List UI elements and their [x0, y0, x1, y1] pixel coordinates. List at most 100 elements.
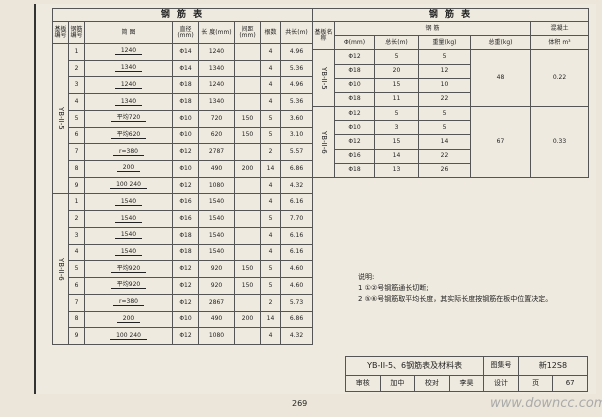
header-row: Φ(mm) 总长(m) 重量(kg) 总重(kg) 体积 m³ — [313, 35, 590, 51]
table-cell: 8 — [68, 160, 85, 178]
review-row: 审核 加中 校对 李昊 设计页 67 — [345, 374, 588, 393]
table-cell: 4 — [260, 243, 281, 262]
table-cell: 5 — [260, 260, 281, 279]
table-cell: 490 — [198, 160, 235, 178]
review-cell: 67 — [552, 374, 588, 393]
table-cell: 150 — [234, 260, 261, 279]
table-cell: 4 — [260, 59, 281, 78]
table-cell: 20 — [374, 63, 419, 79]
sketch: 100 240 — [110, 182, 147, 190]
table-row: YB-II-5 Φ12 5 5 48 0.22 — [312, 49, 590, 108]
table-row: 7 r=380 Φ12 2867 2 5.73 — [53, 293, 314, 312]
table-row: 6 平均920 Φ12 920 150 5 4.60 — [53, 277, 314, 295]
table-cell: 5.73 — [279, 293, 314, 312]
table-cell: 4 — [260, 327, 281, 345]
title-block: YB-II-5、6钢筋表及材料表 图集号 新12S8 审核 加中 校对 李昊 设计页 67 — [344, 356, 589, 393]
table-cell: 14 — [374, 148, 419, 164]
table-cell: 1340 — [198, 59, 235, 78]
table-cell: 1540 — [198, 193, 235, 212]
table-cell: Φ12 — [334, 49, 375, 65]
table-cell: 2 — [260, 293, 281, 312]
note-item: 2 ⑤⑥号钢筋取平均长度，其实际长度按钢筋在板中位置决定。 — [358, 295, 553, 303]
table-row: Φ18 20 12 — [313, 63, 589, 79]
sketch: r=380 — [113, 148, 144, 156]
drawing-title: YB-II-5、6钢筋表及材料表 — [344, 356, 485, 376]
sketch: 1540 — [114, 232, 143, 240]
atlas-number: 新12S8 — [517, 356, 589, 376]
table-cell: 720 — [198, 109, 235, 128]
sketch: 1540 — [114, 215, 143, 223]
table-cell: 4.32 — [279, 176, 314, 195]
table-cell: 150 — [234, 109, 261, 128]
table-cell: 2 — [260, 143, 281, 162]
table-cell: 14 — [260, 160, 281, 178]
table-cell: 6 — [68, 126, 85, 145]
sketch-cell: 1540 — [84, 243, 173, 262]
sketch-cell: 200 — [84, 160, 173, 178]
table-cell: 3 — [374, 120, 419, 136]
table-cell: Φ10 — [172, 310, 199, 329]
table-cell: 10 — [418, 77, 471, 93]
header-row: 基板名称钢 筋混凝土 — [312, 20, 590, 51]
table-row: Φ18 13 26 — [313, 162, 589, 179]
header-cell: 简 图 — [84, 21, 173, 44]
table-cell — [234, 176, 261, 195]
table-cell — [234, 143, 261, 162]
sketch-cell: 1540 — [84, 210, 173, 228]
table-cell: 2 — [68, 210, 85, 228]
note-item: 1 ①②号钢筋通长切断; — [358, 284, 429, 292]
table-cell: 6.16 — [279, 226, 314, 245]
table-cell: 5 — [260, 126, 281, 145]
table-row: 7 r=380 Φ12 2787 2 5.57 — [53, 143, 314, 162]
table-cell: 200 — [234, 160, 261, 178]
sketch-cell: 100 240 — [84, 327, 173, 345]
table-cell: 4.96 — [279, 76, 314, 95]
table-cell: 6.16 — [279, 193, 314, 212]
table-cell: Φ18 — [334, 162, 375, 179]
table-cell: Φ12 — [172, 260, 199, 279]
table-cell: 9 — [68, 176, 85, 195]
table-cell: 14 — [260, 310, 281, 329]
table-cell: 3 — [68, 76, 85, 95]
table-cell: 150 — [234, 126, 261, 145]
sketch: 平均720 — [110, 115, 147, 123]
table-row: Φ12 15 14 — [313, 134, 589, 150]
table-cell: 5 — [68, 260, 85, 279]
review-cell: 李昊 — [448, 374, 485, 393]
sketch: 平均920 — [110, 282, 147, 290]
table-cell: 6.86 — [279, 160, 314, 178]
table-row: YB-II-5 1 1240 Φ14 1240 4 4.96 — [52, 42, 314, 195]
material-table: 钢 筋 表基板名称钢 筋混凝土 Φ(mm) 总长(m) 重量(kg) 总重(kg) 体积 … — [311, 8, 590, 179]
table-cell: 13 — [374, 162, 419, 179]
table-row: 8 200 Φ10 490 200 14 6.86 — [53, 310, 314, 329]
table-cell — [234, 193, 261, 212]
table-cell: Φ18 — [172, 243, 199, 262]
table-cell: Φ12 — [172, 293, 199, 312]
table-cell: 4 — [260, 43, 281, 61]
table-cell: Φ10 — [172, 160, 199, 178]
table-cell: 4 — [68, 93, 85, 111]
volume: 0.22 — [529, 49, 590, 108]
table-cell: 1 — [68, 43, 85, 61]
table-cell: 5 — [418, 120, 471, 136]
header-cell: 长 度(mm) — [198, 21, 235, 44]
header-cell: 钢 筋 — [334, 20, 531, 37]
table-cell — [234, 210, 261, 228]
table-row: 4 1340 Φ18 1340 4 5.36 — [53, 93, 314, 111]
table-cell: 3 — [68, 226, 85, 245]
review-cell: 加中 — [379, 374, 416, 393]
table-row: 6 平均620 Φ10 620 150 5 3.10 — [53, 126, 314, 145]
table-cell: Φ14 — [172, 59, 199, 78]
sketch-cell: 100 240 — [84, 176, 173, 195]
table-cell: Φ10 — [334, 77, 375, 93]
sketch: r=380 — [113, 299, 144, 307]
header-cell: 体积 m³ — [529, 35, 590, 51]
table-cell: Φ10 — [172, 126, 199, 145]
table-cell: Φ10 — [172, 109, 199, 128]
title-row: YB-II-5、6钢筋表及材料表 图集号 新12S8 — [344, 356, 589, 376]
sketch: 1340 — [114, 65, 143, 73]
table-cell: 4.60 — [279, 260, 314, 279]
table-cell: 4 — [260, 76, 281, 95]
header-cell: 基板编号 — [52, 21, 69, 44]
